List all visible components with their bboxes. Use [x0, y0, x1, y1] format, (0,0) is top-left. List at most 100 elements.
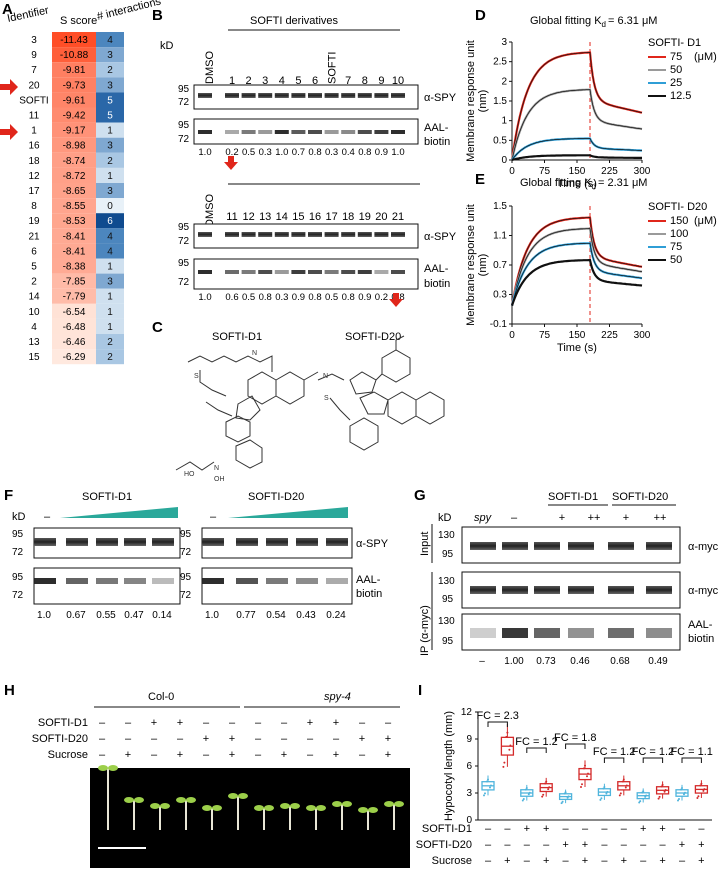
panel-b: B SOFTI derivatives kD DMSO 1 2 3 4 5 6 SOFTI 7…	[152, 7, 457, 307]
score-cell	[52, 288, 96, 304]
cotyledon	[264, 805, 274, 811]
band-spy	[258, 232, 273, 237]
cotyledon	[394, 801, 404, 807]
band-aal	[124, 578, 146, 584]
x-tick-label: 300	[634, 330, 651, 341]
condition: ++	[654, 512, 667, 524]
band-aal	[374, 270, 389, 274]
score-value: -10.88	[60, 50, 89, 61]
legend-label: 100	[670, 228, 688, 240]
y-tick-label: 3	[501, 37, 507, 48]
data-point	[622, 778, 625, 781]
label-softi-d1: SOFTI-D1	[212, 331, 262, 343]
data-point	[638, 801, 641, 804]
interactions-cell	[96, 107, 124, 123]
quant-value: 0.9	[358, 292, 371, 303]
band-spy	[308, 232, 322, 237]
band-spy	[324, 232, 339, 237]
band-aal	[236, 578, 258, 584]
fold-change: FC = 1.1	[670, 746, 713, 758]
atom-n: N	[323, 373, 328, 380]
conditions-g: – + ++ + ++	[511, 512, 666, 524]
band-spy	[341, 232, 356, 237]
identifier-cell: 11	[29, 111, 40, 122]
band-input	[470, 542, 496, 550]
cotyledon	[176, 797, 186, 803]
band-aal	[241, 270, 256, 274]
mw-72: 72	[12, 547, 24, 558]
condition: +	[385, 733, 391, 745]
mw-72: 72	[178, 236, 190, 247]
score-cell	[52, 228, 96, 244]
identifier-cell: 21	[28, 231, 40, 242]
score-value: -8.38	[63, 262, 86, 273]
band-aal	[391, 130, 405, 134]
atom-oh: OH	[214, 476, 225, 483]
atom-s: S	[194, 373, 199, 380]
interactions-value: 3	[107, 186, 113, 197]
identifier-cell: 1	[31, 126, 37, 137]
y-axis-title: Membrane response unit	[465, 40, 477, 162]
row-label: SOFTI-D20	[416, 839, 472, 851]
score-value: -6.54	[63, 307, 86, 318]
blot-aal-d1	[33, 567, 181, 605]
quant-value: 1.0	[275, 147, 288, 158]
quant-value: 0.77	[236, 610, 256, 621]
panel-g: G SOFTI-D1 SOFTI-D20 kD spy – + ++ + ++ Inpu…	[414, 487, 719, 667]
band-aal	[324, 130, 339, 134]
interactions-value: 1	[107, 292, 113, 303]
condition: –	[281, 733, 288, 745]
data-point	[697, 795, 700, 798]
data-point	[624, 786, 627, 789]
cotyledon	[202, 805, 212, 811]
panel-g-label: G	[414, 487, 426, 504]
interactions-cell	[96, 92, 124, 108]
y-tick-label: 0	[466, 815, 472, 826]
score-cell	[52, 243, 96, 259]
quant-value: 0.2	[375, 292, 388, 303]
quant-value: 0.8	[308, 292, 321, 303]
condition: –	[99, 733, 106, 745]
interactions-value: 6	[107, 216, 113, 227]
identifier-cell: 8	[31, 201, 37, 212]
quant-value: 0.9	[375, 147, 388, 158]
quant-value: 0.49	[648, 656, 668, 667]
interactions-cell	[96, 122, 124, 138]
y-tick-label: -0.1	[490, 319, 508, 330]
legend-label: 75	[670, 241, 682, 253]
quant-value: 0.24	[326, 610, 346, 621]
biotin-label: biotin	[356, 588, 382, 600]
condition: –	[307, 749, 314, 761]
condition: –	[99, 749, 106, 761]
interactions-value: 2	[107, 65, 113, 76]
fold-change: FC = 2.3	[476, 710, 519, 722]
interactions-cell	[96, 213, 124, 229]
cotyledon	[186, 797, 196, 803]
y-tick-label: 6	[466, 761, 472, 772]
condition: –	[99, 717, 106, 729]
condition: –	[385, 717, 392, 729]
legend-label: 50	[670, 254, 682, 266]
identifier-cell: 2	[31, 277, 37, 288]
band-aal	[225, 130, 239, 134]
data-point	[508, 748, 511, 751]
identifier-cell: 10	[28, 307, 40, 318]
fit-curve	[511, 217, 643, 306]
score-value: -6.48	[63, 322, 86, 333]
score-value: -9.17	[63, 126, 86, 137]
condition: –	[151, 749, 158, 761]
structure-d1	[175, 355, 319, 471]
band-spy	[198, 93, 212, 98]
fc-bracket	[526, 747, 547, 753]
lane-label: 15	[292, 211, 304, 223]
y-tick-label: 0.5	[493, 135, 507, 146]
cotyledon	[358, 807, 368, 813]
fold-change: FC = 1.8	[554, 732, 597, 744]
condition: +	[359, 733, 365, 745]
data-point	[503, 761, 506, 764]
condition: +	[582, 839, 588, 851]
data-point	[618, 794, 621, 797]
quant-g: – 1.00 0.73 0.46 0.68 0.49	[470, 542, 672, 667]
